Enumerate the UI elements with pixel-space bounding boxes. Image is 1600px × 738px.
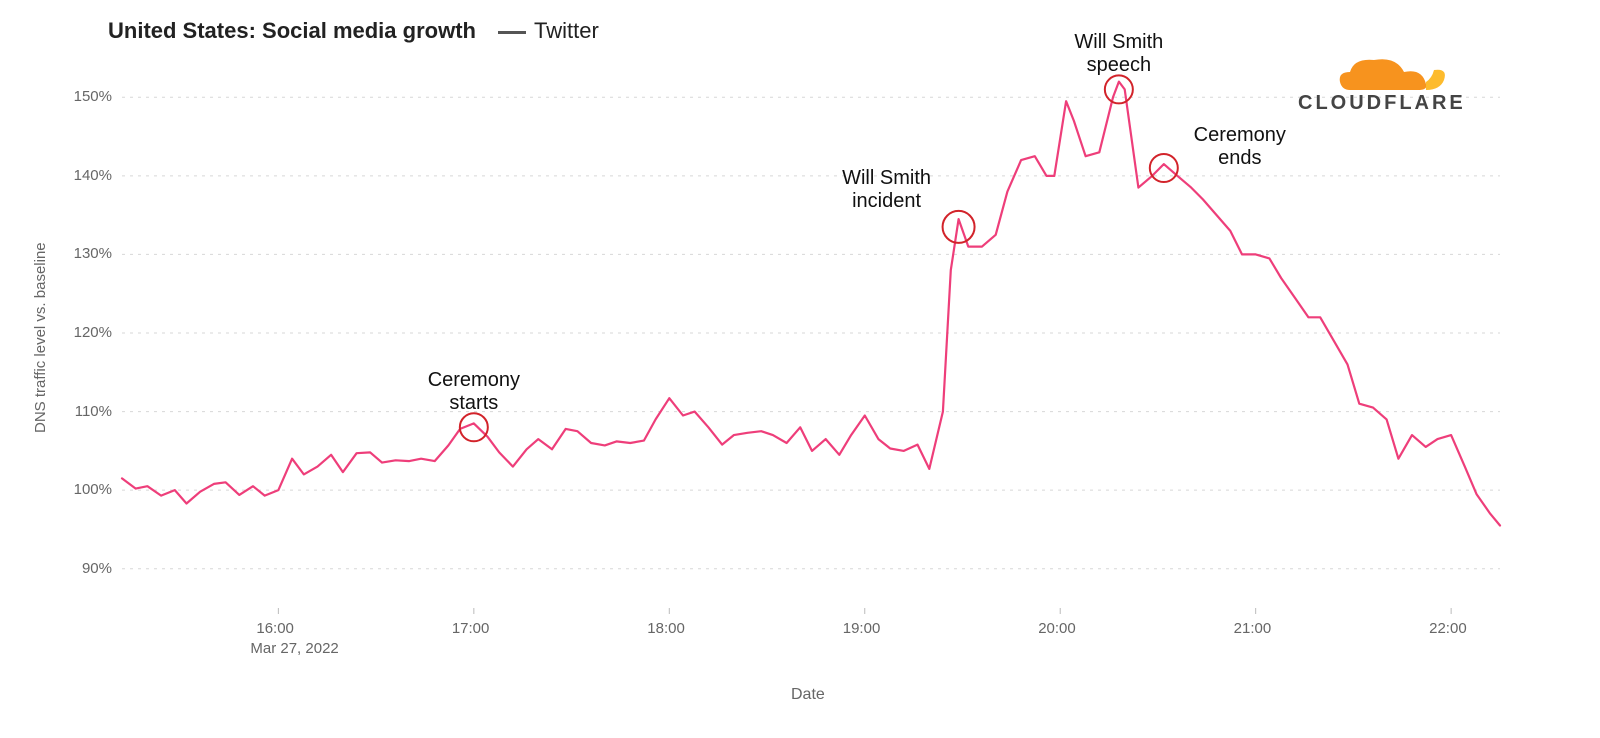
chart-title: United States: Social media growth [108,18,476,44]
legend-label: Twitter [534,18,599,43]
annotation-ceremony-ends: Ceremonyends [1180,124,1300,170]
y-tick-label: 120% [74,324,112,341]
y-tick-label: 110% [75,403,112,420]
x-tick-label: 19:00 [843,620,881,637]
annotation-will-smith-speech: Will Smithspeech [1059,31,1179,77]
y-tick-label: 130% [74,245,112,262]
x-tick-subtitle: Mar 27, 2022 [250,640,338,657]
cloudflare-logo-text: CLOUDFLARE [1298,92,1466,115]
y-tick-label: 150% [74,88,112,105]
x-tick-label: 18:00 [647,620,685,637]
y-tick-label: 90% [82,560,112,577]
x-tick-label: 20:00 [1038,620,1076,637]
x-tick-label: 22:00 [1429,620,1467,637]
x-tick-label: 16:00 [256,620,294,637]
annotation-ceremony-starts: Ceremonystarts [414,369,534,415]
y-axis-title: DNS traffic level vs. baseline [32,242,49,433]
y-tick-label: 100% [74,481,112,498]
x-tick-label: 21:00 [1234,620,1272,637]
x-tick-label: 17:00 [452,620,490,637]
y-tick-label: 140% [74,167,112,184]
annotation-will-smith-incident: Will Smithincident [827,167,947,213]
chart-container: United States: Social media growth Twitt… [0,0,1600,738]
legend-swatch [498,31,526,34]
legend: Twitter [498,18,599,44]
x-axis-title: Date [791,686,825,704]
